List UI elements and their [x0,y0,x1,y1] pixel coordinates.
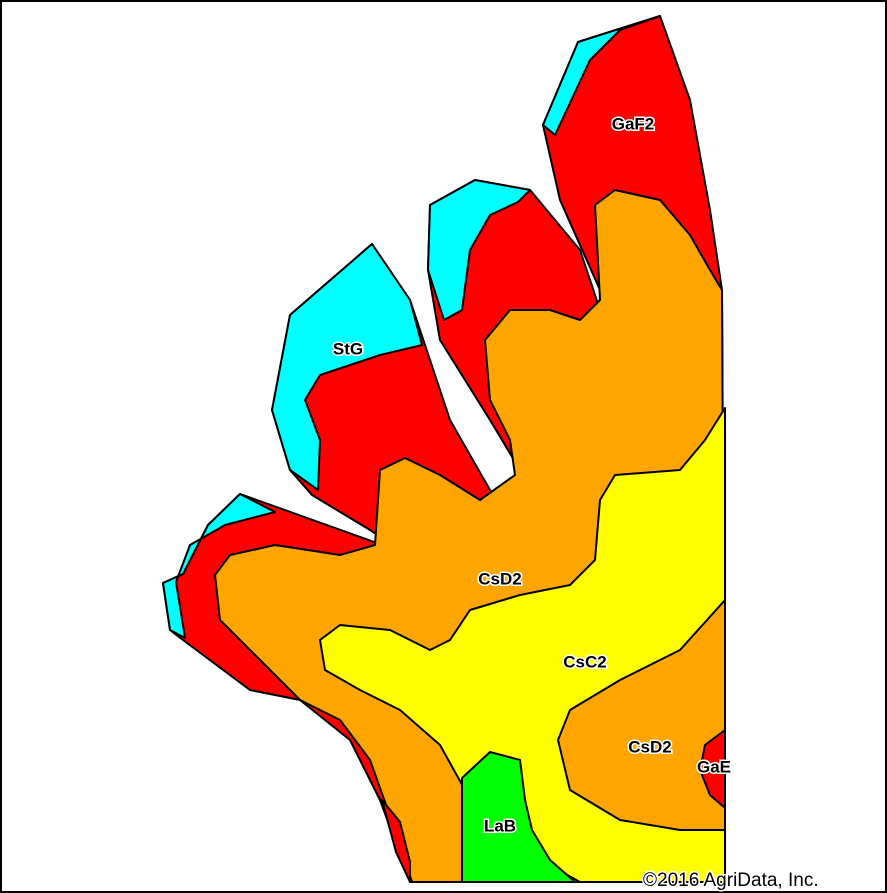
unit-red-strip [381,799,411,883]
unit-cyan [162,493,276,639]
unit-stg [271,243,423,491]
unit-label: CsC2 [563,652,606,671]
unit-label: LaB [484,816,516,835]
unit-label: CsD2 [478,569,521,588]
unit-cyan [542,15,661,136]
copyright: ©2016 AgriData, Inc. [643,870,819,891]
unit-label: GaE [697,757,731,776]
unit-lab [461,751,576,883]
unit-label: CsD2 [628,737,671,756]
unit-csd2 [557,599,726,831]
unit-label: GaF2 [612,114,655,133]
unit-cyan [427,179,531,321]
unit-gae [699,729,726,809]
unit-label: StG [333,339,363,358]
